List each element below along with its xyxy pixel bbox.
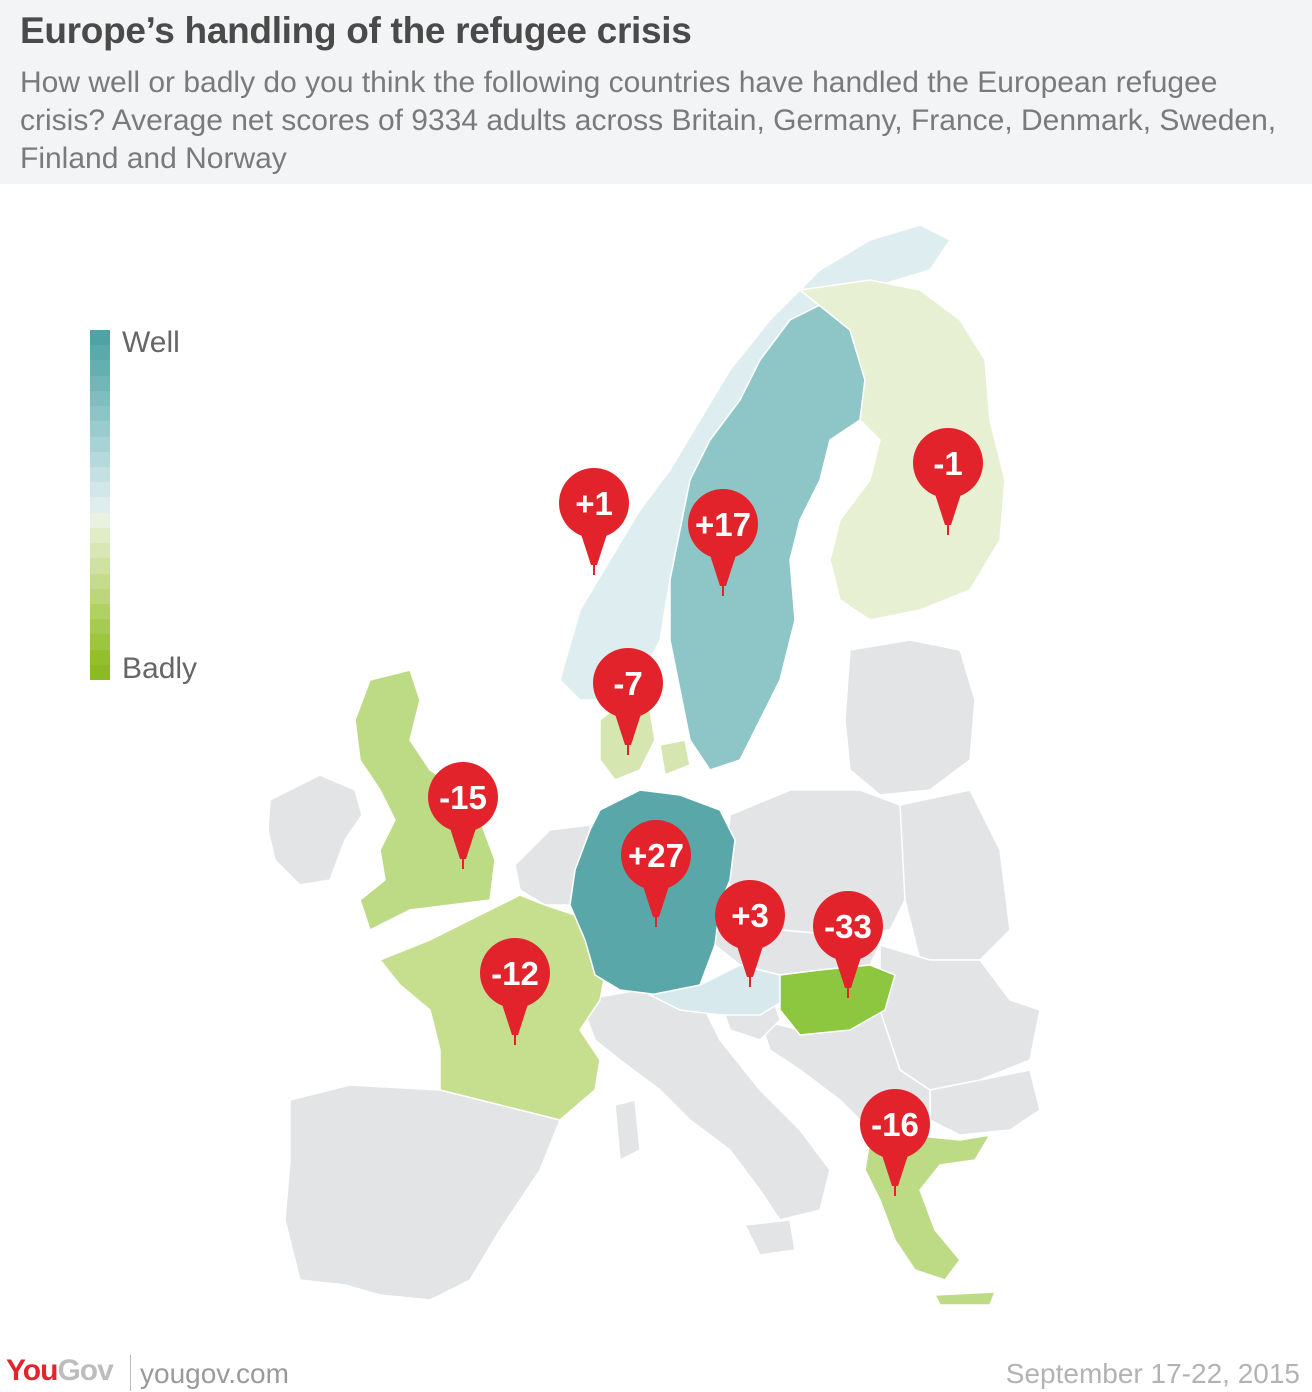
marker-label: +17 — [695, 506, 751, 543]
legend-swatch — [90, 649, 110, 665]
country-france — [378, 894, 611, 1121]
marker-label: +27 — [628, 837, 684, 874]
country-hungary — [779, 964, 896, 1036]
marker-austria: +3 — [715, 880, 785, 987]
legend-swatch — [90, 543, 110, 559]
marker-head — [688, 489, 758, 559]
marker-tail — [934, 491, 962, 525]
chart-title: Europe’s handling of the refugee crisis — [20, 10, 692, 51]
marker-label: -33 — [824, 908, 872, 945]
legend-swatch — [90, 558, 110, 574]
legend-swatch — [90, 421, 110, 437]
marker-label: +3 — [731, 897, 769, 934]
marker-head — [559, 468, 629, 538]
marker-tail — [642, 883, 670, 917]
legend-swatch — [90, 664, 110, 681]
country-sweden — [669, 299, 866, 771]
legend-swatch — [90, 482, 110, 498]
marker-sweden: +17 — [688, 489, 758, 596]
country-britain — [354, 669, 496, 932]
legend-swatch — [90, 436, 110, 452]
marker-hungary: -33 — [813, 891, 883, 998]
footer-date: September 17-22, 2015 — [1005, 1358, 1300, 1389]
legend-swatch — [90, 603, 110, 620]
marker-label: -7 — [613, 665, 642, 702]
legend-swatch — [90, 634, 110, 650]
marker-norway: +1 — [559, 468, 629, 575]
legend-swatch — [90, 512, 110, 528]
legend-swatch — [90, 375, 110, 391]
marker-greece: -16 — [860, 1089, 930, 1196]
legend-swatch — [90, 527, 110, 544]
marker-label: +1 — [575, 485, 613, 522]
marker-head — [621, 820, 691, 890]
chart-subtitle: How well or badly do you think the follo… — [20, 66, 1277, 175]
marker-france: -12 — [480, 938, 550, 1045]
legend-swatch — [90, 360, 110, 376]
marker-head — [913, 428, 983, 498]
marker-tail — [501, 1001, 529, 1035]
legend-badly-label: Badly — [122, 652, 198, 685]
marker-finland: -1 — [913, 428, 983, 535]
marker-tail — [614, 711, 642, 745]
country-denmark-islands — [659, 739, 691, 777]
country-finland — [798, 279, 1006, 621]
marker-head — [813, 891, 883, 961]
marker-tail — [709, 552, 737, 586]
marker-tail — [736, 943, 764, 977]
marker-head — [428, 762, 498, 832]
marker-label: -1 — [933, 445, 962, 482]
marker-tail — [580, 531, 608, 565]
legend-swatch — [90, 573, 110, 589]
header: Europe’s handling of the refugee crisis … — [0, 0, 1312, 184]
marker-germany: +27 — [621, 820, 691, 927]
legend-well-label: Well — [122, 326, 180, 359]
marker-tail — [881, 1152, 909, 1186]
marker-label: -16 — [871, 1106, 919, 1143]
legend-swatch — [90, 406, 110, 422]
marker-label: -15 — [439, 779, 487, 816]
legend-swatch — [90, 497, 110, 513]
legend-swatch — [90, 466, 110, 483]
marker-head — [593, 648, 663, 718]
footer-divider — [130, 1355, 131, 1391]
yougov-logo: YouGov — [6, 1354, 114, 1387]
europe-map: +1 +17 -1 -7 -15 +27 +3 -33 -12 -16 — [267, 224, 1041, 1306]
legend-swatch — [90, 588, 110, 604]
score-markers: +1 +17 -1 -7 -15 +27 +3 -33 -12 -16 — [428, 428, 983, 1196]
marker-label: -12 — [491, 955, 539, 992]
legend-swatch — [90, 330, 110, 346]
marker-britain: -15 — [428, 762, 498, 869]
footer-site-link[interactable]: yougov.com — [140, 1358, 289, 1389]
marker-tail — [834, 954, 862, 988]
marker-head — [715, 880, 785, 950]
legend-swatch — [90, 390, 110, 407]
legend-swatch — [90, 345, 110, 361]
marker-head — [860, 1089, 930, 1159]
legend-color-scale — [90, 330, 110, 681]
country-greece-crete — [933, 1291, 997, 1306]
marker-denmark: -7 — [593, 648, 663, 755]
marker-tail — [449, 825, 477, 859]
legend-swatch — [90, 619, 110, 635]
marker-head — [480, 938, 550, 1008]
legend-swatch — [90, 451, 110, 467]
